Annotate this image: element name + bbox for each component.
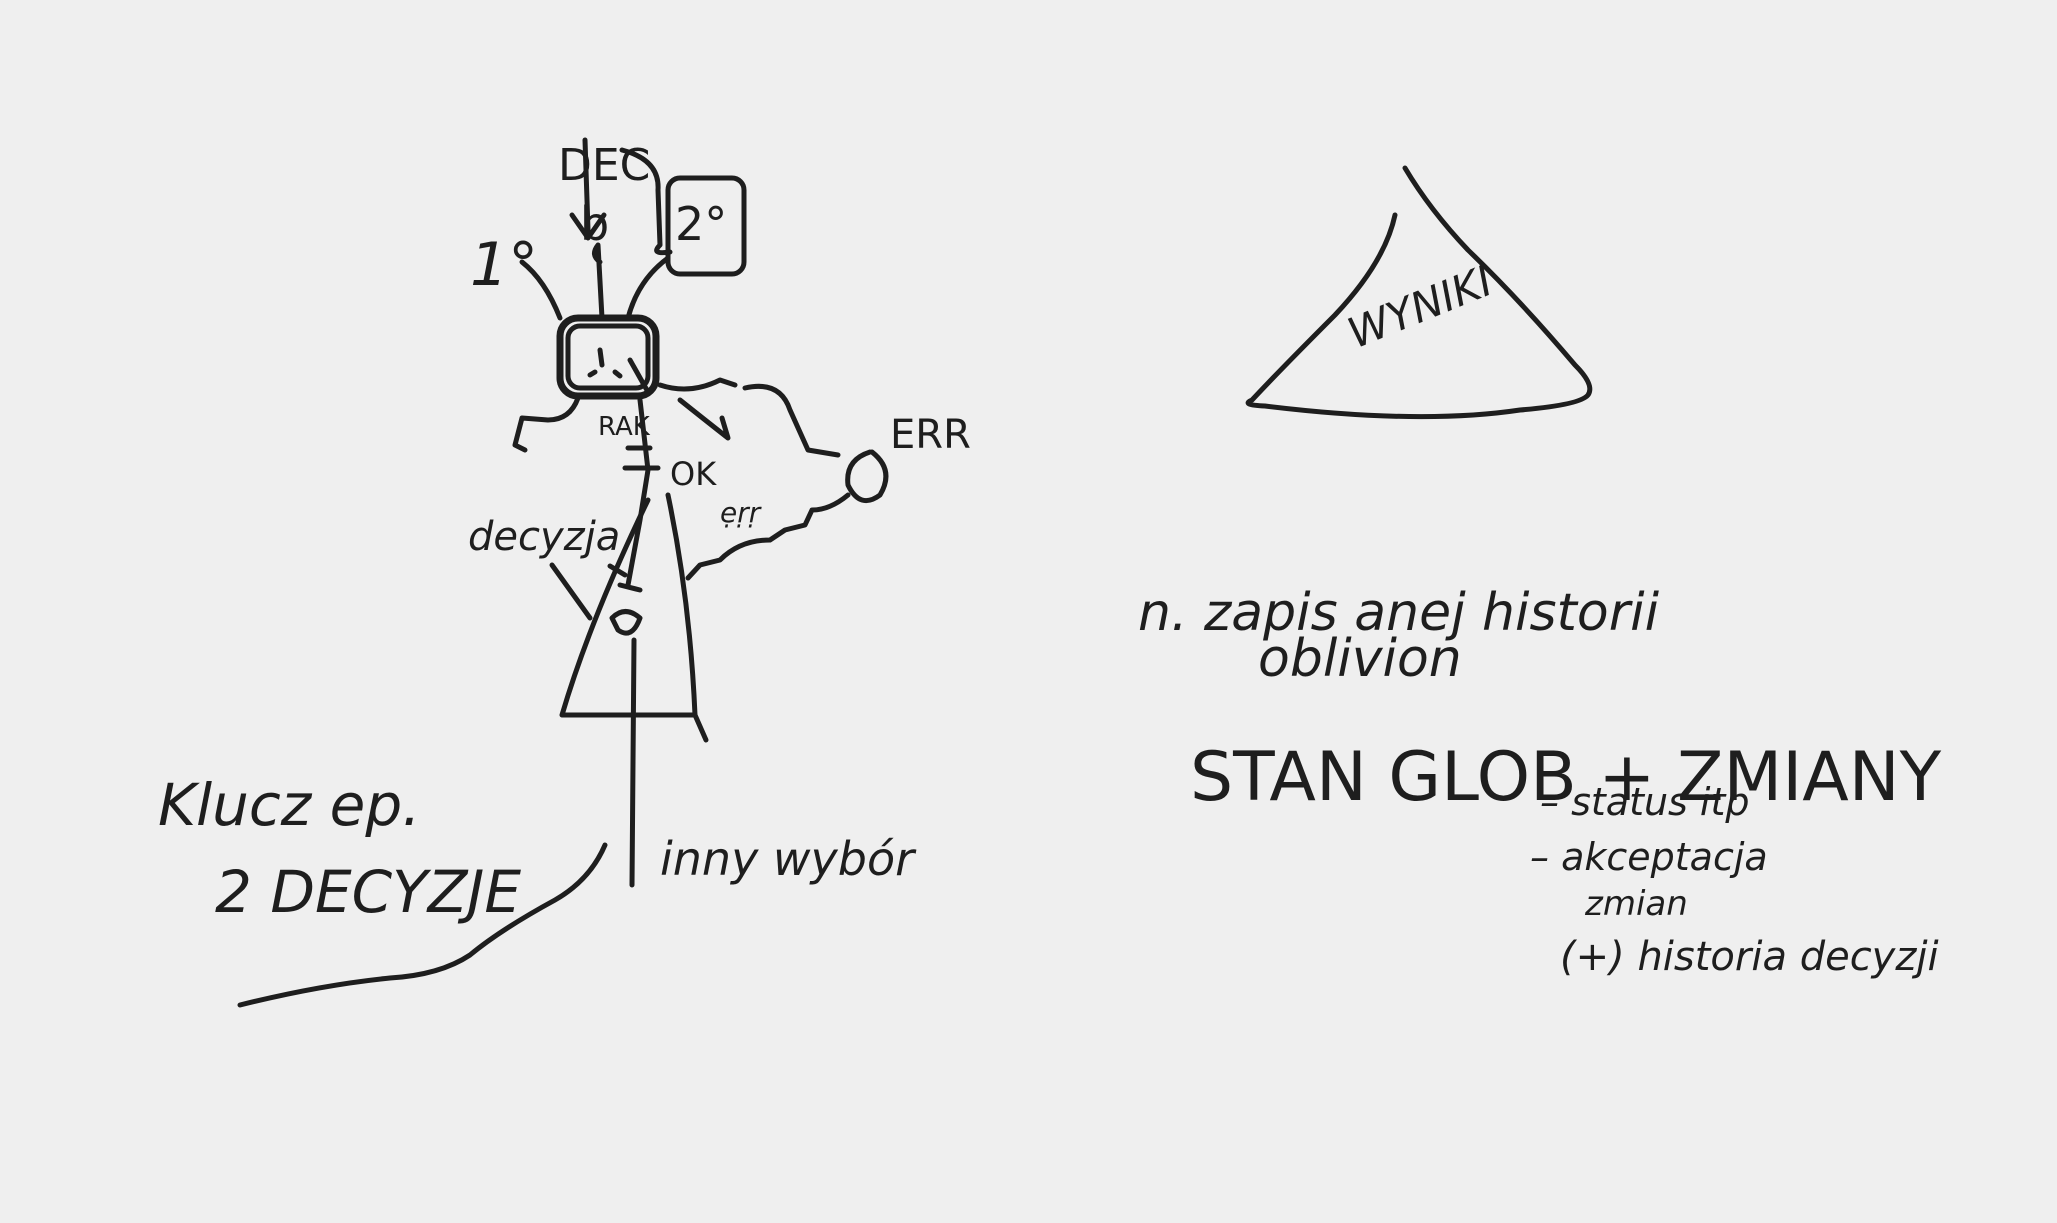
decyzja-label: decyzja [468,514,620,560]
wyniki-label: WYNIKI [1341,256,1499,358]
bottom-curve [237,842,608,1008]
left-branch [512,395,581,453]
merge-point [609,609,643,636]
stan-label: STAN GLOB + ZMIANY [1190,738,1942,817]
err-feedback-line [685,492,851,581]
inny-wybor-label: inny wybór [660,832,917,886]
err-loop [845,449,889,504]
dec-arrow [569,137,607,241]
right-branch [657,377,738,392]
err-label: ERR [890,412,971,458]
decision-node[interactable] [556,314,660,400]
list-item-akceptacja: – akceptacja [1530,835,1768,879]
results-triangle: WYNIKI [1245,165,1593,420]
kluczowy-label: Klucz ep. [158,771,421,839]
funnel-tail [692,712,709,743]
ok-label: OK [670,455,717,493]
list-item-historia: (+) historia decyzji [1560,934,1939,980]
line-b-to-node [592,242,605,321]
step-two-label: 2° [675,197,727,251]
decision-diagram: DEC b 1° 2° RAK ERR OK d [468,137,971,888]
decision-node-inner [565,323,651,391]
zbior-label: 2 DECYZJE [215,858,521,926]
right-notes: n. zapis anej historii oblivion STAN GLO… [1138,583,1942,980]
dec-top-label: DEC [558,140,650,191]
b-label: b [580,197,609,251]
decyzja-arrow [549,562,593,621]
oblivion-label: oblivion [1258,629,1462,689]
list-item-zmian: zmian [1584,884,1688,924]
brak-zapisu-label: n. zapis anej historii [1138,583,1660,643]
feedback-scribble: ẹṛṛ [720,496,762,529]
err-connector [742,383,841,458]
step-two-box [665,175,747,277]
x-marks [607,563,643,593]
trunk-upper [625,397,651,588]
line-1-to-node [519,259,563,321]
line-2-to-node [625,255,671,321]
funnel-shape [559,492,698,718]
list-item-status: – status itp [1540,780,1750,824]
bottom-left-notes: Klucz ep. 2 DECYZJE inny wybór [158,771,917,1008]
dec-bracket [619,147,673,256]
triangle-outline [1245,165,1593,420]
trunk-lower [629,637,637,888]
node-scribble [587,347,651,395]
ok-ticks [622,445,661,471]
small-right-arrow [677,397,731,441]
